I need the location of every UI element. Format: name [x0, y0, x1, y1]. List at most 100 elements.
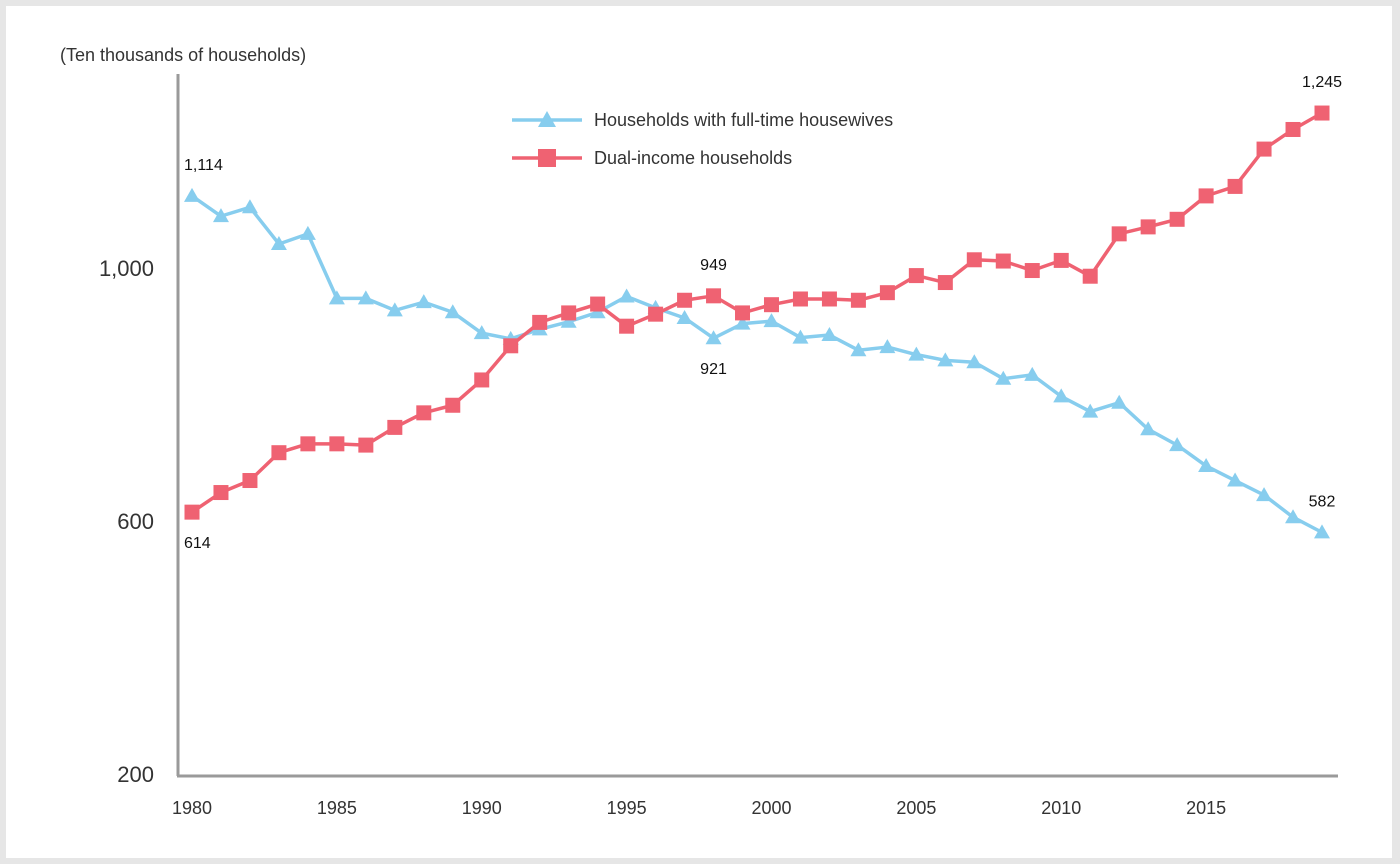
annotations: 1,114 614 949 921 1,245 582: [184, 74, 1342, 552]
legend-label: Households with full-time housewives: [594, 110, 893, 130]
data-point-triangle: [676, 309, 693, 324]
series-dual-income: [184, 105, 1330, 520]
y-tick-label: 200: [117, 762, 154, 787]
legend: Households with full-time housewives Dual…: [512, 110, 893, 168]
data-point-triangle: [328, 290, 345, 305]
data-label: 1,245: [1302, 74, 1342, 91]
data-point-triangle: [184, 187, 200, 202]
x-tick-label: 1980: [172, 798, 212, 818]
data-label: 921: [700, 361, 727, 378]
data-point-triangle: [792, 329, 809, 344]
data-point-square: [358, 437, 374, 453]
data-point-square: [1198, 188, 1214, 204]
data-point-triangle: [386, 302, 403, 317]
data-point-square: [561, 305, 577, 321]
data-point-triangle: [444, 304, 461, 319]
data-point-square: [995, 253, 1011, 269]
data-point-square: [1169, 211, 1185, 227]
data-point-triangle: [1169, 437, 1186, 452]
data-point-triangle: [1111, 394, 1128, 409]
data-point-triangle: [1140, 421, 1157, 436]
x-tick-label: 2010: [1041, 798, 1081, 818]
data-point-triangle: [1024, 366, 1041, 381]
data-point-triangle: [415, 294, 432, 309]
data-point-triangle: [1082, 403, 1099, 418]
data-point-square: [706, 288, 722, 304]
data-point-triangle: [937, 352, 954, 367]
data-point-triangle: [1285, 509, 1302, 524]
data-label: 614: [184, 535, 211, 552]
data-point-triangle: [618, 288, 635, 303]
x-tick-label: 1985: [317, 798, 357, 818]
data-point-triangle: [241, 199, 258, 214]
data-label: 1,114: [184, 157, 223, 174]
series-full-time-housewives: [184, 187, 1330, 539]
data-point-square: [329, 436, 345, 452]
data-point-triangle: [763, 313, 780, 328]
data-point-square: [1082, 268, 1098, 284]
data-point-square: [966, 252, 982, 268]
data-point-triangle: [560, 313, 577, 328]
data-point-square: [387, 419, 403, 435]
data-point-triangle: [705, 330, 722, 345]
axes: 200 600 1,000 1980 1985 1990 1995 2000 2005 2010 2…: [99, 74, 1338, 818]
data-point-square: [879, 285, 895, 301]
data-point-square: [416, 405, 432, 421]
data-point-square: [1256, 141, 1272, 157]
series-line: [190, 194, 1323, 534]
data-point-triangle: [850, 342, 867, 357]
data-point-triangle: [966, 354, 983, 369]
data-point-triangle: [734, 315, 751, 330]
chart-frame: (Ten thousands of households) 200 600 1,00…: [6, 6, 1392, 858]
data-point-square: [850, 292, 866, 308]
data-point-square: [590, 296, 606, 312]
data-point-square: [1140, 219, 1156, 235]
data-point-square: [937, 275, 953, 291]
y-tick-label: 1,000: [99, 256, 154, 281]
data-point-square: [908, 268, 924, 284]
data-label: 949: [700, 257, 727, 274]
data-point-square: [792, 291, 808, 307]
legend-marker-square: [538, 149, 556, 167]
data-point-triangle: [212, 208, 229, 223]
data-point-triangle: [473, 325, 490, 340]
data-point-triangle: [1198, 457, 1215, 472]
series-layer: [184, 105, 1330, 539]
data-point-triangle: [1314, 524, 1330, 539]
data-point-square: [1024, 263, 1040, 279]
series-line: [191, 111, 1323, 514]
data-point-square: [532, 314, 548, 330]
data-point-square: [242, 473, 258, 489]
data-point-square: [1285, 121, 1301, 137]
data-point-triangle: [1227, 472, 1244, 487]
data-point-square: [184, 504, 200, 520]
x-tick-label: 1990: [462, 798, 502, 818]
x-tick-label: 1995: [607, 798, 647, 818]
y-tick-label: 600: [117, 509, 154, 534]
data-point-square: [213, 485, 229, 501]
data-point-square: [474, 372, 490, 388]
data-point-triangle: [821, 327, 838, 342]
legend-item: Households with full-time housewives: [512, 110, 893, 130]
data-point-square: [1227, 178, 1243, 194]
data-point-square: [677, 292, 693, 308]
data-point-triangle: [270, 235, 287, 250]
data-point-triangle: [1053, 388, 1070, 403]
data-point-square: [619, 318, 635, 334]
data-point-square: [763, 297, 779, 313]
data-point-square: [271, 445, 287, 461]
data-point-triangle: [879, 339, 896, 354]
data-label: 582: [1309, 493, 1336, 510]
unit-label: (Ten thousands of households): [60, 45, 306, 65]
data-point-square: [648, 306, 664, 322]
data-point-triangle: [1256, 487, 1273, 502]
legend-marker-triangle: [538, 111, 556, 127]
data-point-triangle: [357, 290, 374, 305]
data-point-square: [735, 305, 751, 321]
data-point-triangle: [995, 370, 1012, 385]
legend-item: Dual-income households: [512, 148, 792, 168]
data-point-square: [1111, 226, 1127, 242]
x-tick-label: 2000: [751, 798, 791, 818]
line-chart: (Ten thousands of households) 200 600 1,00…: [60, 45, 1342, 818]
data-point-triangle: [299, 225, 316, 240]
